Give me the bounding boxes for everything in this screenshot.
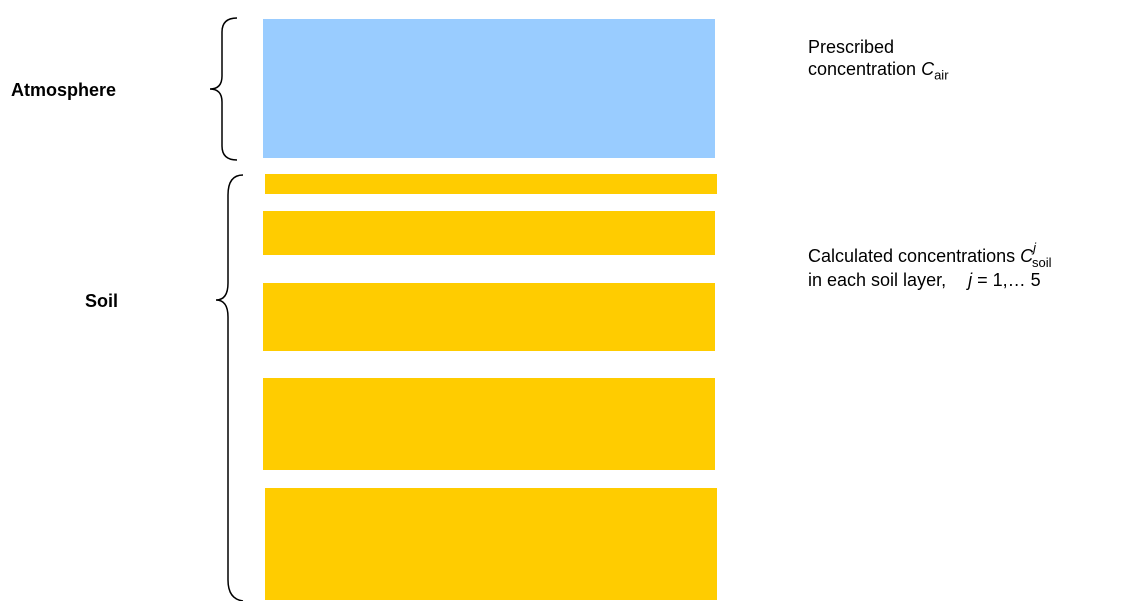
atmosphere-desc-line2: concentration Cair: [808, 58, 949, 83]
atmosphere-brace: [209, 17, 238, 161]
atmosphere-label: Atmosphere: [11, 80, 117, 100]
soil-layer-1: [265, 174, 717, 194]
soil-brace: [215, 174, 244, 601]
layer-index-range: = 1,… 5: [972, 270, 1041, 290]
c-air-subscript: air: [934, 67, 949, 83]
soil-layer-3: [263, 283, 715, 351]
soil-desc-line2-prefix: in each soil layer,: [808, 270, 947, 290]
soil-desc-line2: in each soil layer, j = 1,… 5: [808, 269, 1052, 291]
atmosphere-layer: [263, 19, 715, 158]
soil-layer-4: [263, 378, 715, 470]
c-air-symbol: C: [921, 59, 935, 79]
c-soil-subscript: soil: [1032, 255, 1052, 270]
layer-index-symbol: j: [968, 270, 973, 290]
soil-desc-prefix: Calculated concentrations: [808, 246, 1021, 266]
atmosphere-desc-line1: Prescribed: [808, 37, 895, 57]
soil-layer-2: [263, 211, 715, 255]
soil-layer-5: [265, 488, 717, 600]
soil-label: Soil: [85, 291, 119, 311]
atmosphere-description: Prescribed concentration Cair: [808, 36, 949, 83]
soil-desc-line1: Calculated concentrations Cjsoil: [808, 240, 1052, 270]
c-soil-superscript: j: [1033, 240, 1037, 255]
soil-description: Calculated concentrations Cjsoil in each…: [808, 240, 1052, 291]
atmosphere-desc-prefix: concentration: [808, 59, 922, 79]
c-soil-symbol: C: [1020, 246, 1034, 266]
